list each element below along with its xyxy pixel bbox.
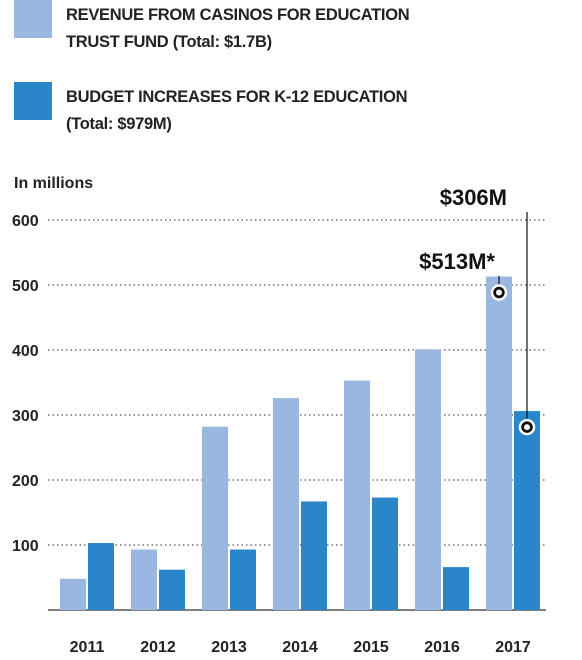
bar-2012-series-2 bbox=[159, 569, 185, 610]
y-tick-label-300: 300 bbox=[12, 408, 39, 425]
annotation-dot-inner-1 bbox=[524, 424, 530, 431]
y-tick-label-400: 400 bbox=[12, 343, 39, 360]
x-tick-label-2015: 2015 bbox=[353, 639, 389, 656]
bar-2014-series-1 bbox=[273, 398, 299, 610]
y-tick-label-500: 500 bbox=[12, 278, 39, 295]
legend-swatch-casino-revenue bbox=[14, 0, 52, 38]
y-axis-label: In millions bbox=[14, 175, 93, 192]
legend-label-casino-revenue-line2: TRUST FUND (Total: $1.7B) bbox=[66, 33, 272, 51]
legend-label-k12-budget: BUDGET INCREASES FOR K-12 EDUCATION (Tot… bbox=[66, 84, 566, 138]
legend-item-casino-revenue: REVENUE FROM CASINOS FOR EDUCATION TRUST… bbox=[14, 0, 574, 70]
bar-2012-series-1 bbox=[131, 549, 157, 610]
bar-2017-series-1 bbox=[486, 276, 512, 610]
bar-2017-series-2 bbox=[514, 411, 540, 610]
legend-label-k12-budget-line1: BUDGET INCREASES FOR K-12 EDUCATION bbox=[66, 88, 408, 106]
y-tick-label-200: 200 bbox=[12, 473, 39, 490]
bar-2016-series-1 bbox=[415, 349, 441, 610]
legend-label-k12-budget-line2: (Total: $979M) bbox=[66, 115, 172, 133]
bar-2011-series-2 bbox=[88, 543, 114, 610]
bar-2015-series-2 bbox=[372, 497, 398, 610]
y-tick-label-600: 600 bbox=[12, 213, 39, 230]
y-tick-label-100: 100 bbox=[12, 538, 39, 555]
x-tick-label-2011: 2011 bbox=[70, 639, 105, 656]
x-tick-label-2017: 2017 bbox=[495, 639, 531, 656]
x-axis-ticks: 2011 2012 2013 2014 2015 2016 2017 bbox=[70, 639, 531, 656]
legend-item-k12-budget: BUDGET INCREASES FOR K-12 EDUCATION (Tot… bbox=[14, 82, 574, 152]
bar-2013-series-1 bbox=[202, 426, 228, 610]
x-tick-label-2016: 2016 bbox=[424, 639, 460, 656]
annotation-label-0: $513M* bbox=[419, 249, 495, 274]
x-tick-label-2014: 2014 bbox=[282, 639, 318, 656]
bar-2014-series-2 bbox=[301, 501, 327, 610]
annotations: $513M* $306M bbox=[419, 185, 536, 436]
legend-swatch-k12-budget bbox=[14, 82, 52, 120]
x-tick-label-2013: 2013 bbox=[211, 639, 247, 656]
annotation-dot-inner-0 bbox=[496, 289, 502, 296]
bar-2015-series-1 bbox=[344, 380, 370, 610]
x-tick-label-2012: 2012 bbox=[140, 639, 176, 656]
legend-label-casino-revenue-line1: REVENUE FROM CASINOS FOR EDUCATION bbox=[66, 6, 410, 24]
y-axis-ticks: 100 200 300 400 500 600 bbox=[12, 213, 39, 555]
annotation-label-1: $306M bbox=[440, 185, 507, 210]
bar-2016-series-2 bbox=[443, 567, 469, 610]
bar-2011-series-1 bbox=[60, 578, 86, 610]
bar-2013-series-2 bbox=[230, 549, 256, 610]
bars bbox=[60, 276, 540, 610]
legend-label-casino-revenue: REVENUE FROM CASINOS FOR EDUCATION TRUST… bbox=[66, 2, 566, 56]
